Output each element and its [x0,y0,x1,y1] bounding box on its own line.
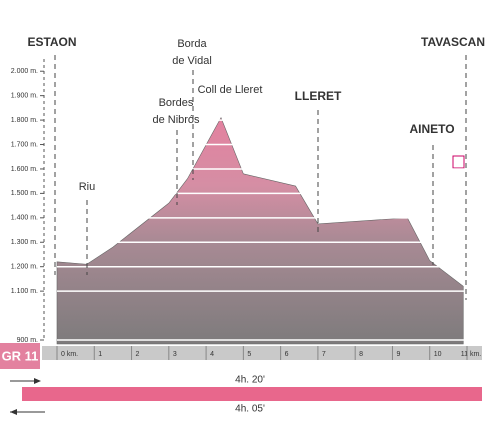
place-label: de Vidal [172,55,212,67]
time-label: 4h. 20' [235,375,265,386]
place-label: Bordes [159,97,194,109]
y-tick-label: 2.000 m. [11,68,38,75]
x-tick-label: 11 km. [461,351,482,358]
y-tick-label: 1.500 m. [11,190,38,197]
x-tick-label: 4 [210,351,214,358]
x-tick-label: 0 km. [61,351,78,358]
place-label: Coll de Lleret [198,84,263,96]
route-label: GR 11 [2,348,39,363]
y-tick-label: 1.200 m. [11,264,38,271]
y-tick-label: 1.400 m. [11,215,38,222]
y-tick-label: 1.100 m. [11,288,38,295]
place-label: ESTAON [27,35,76,49]
place-label: AINETO [409,122,454,136]
place-label: Riu [79,181,96,193]
y-tick-label: 1.300 m. [11,239,38,246]
x-tick-label: 5 [247,351,251,358]
y-tick-label: 1.900 m. [11,92,38,99]
place-label: TAVASCAN [421,35,485,49]
y-tick-label: 1.700 m. [11,141,38,148]
arrow-head [34,378,41,384]
time-label: 4h. 05' [235,404,265,415]
elevation-area [56,116,464,345]
place-label: Borda [177,38,207,50]
y-tick-label: 1.800 m. [11,117,38,124]
time-bar [22,387,482,401]
x-axis-strip [42,346,482,360]
icon [452,155,465,169]
y-tick-label: 900 m. [17,337,38,344]
place-label: de Nibrós [152,114,200,126]
x-tick-label: 9 [396,351,400,358]
x-tick-label: 7 [322,351,326,358]
y-tick-label: 1.600 m. [11,166,38,173]
arrow-head [10,409,17,415]
x-tick-label: 2 [136,351,140,358]
x-tick-label: 3 [173,351,177,358]
x-tick-label: 8 [359,351,363,358]
route-badge [0,343,40,369]
x-tick-label: 1 [98,351,102,358]
place-label: LLERET [295,89,342,103]
x-tick-label: 6 [285,351,289,358]
x-tick-label: 10 [434,351,442,358]
